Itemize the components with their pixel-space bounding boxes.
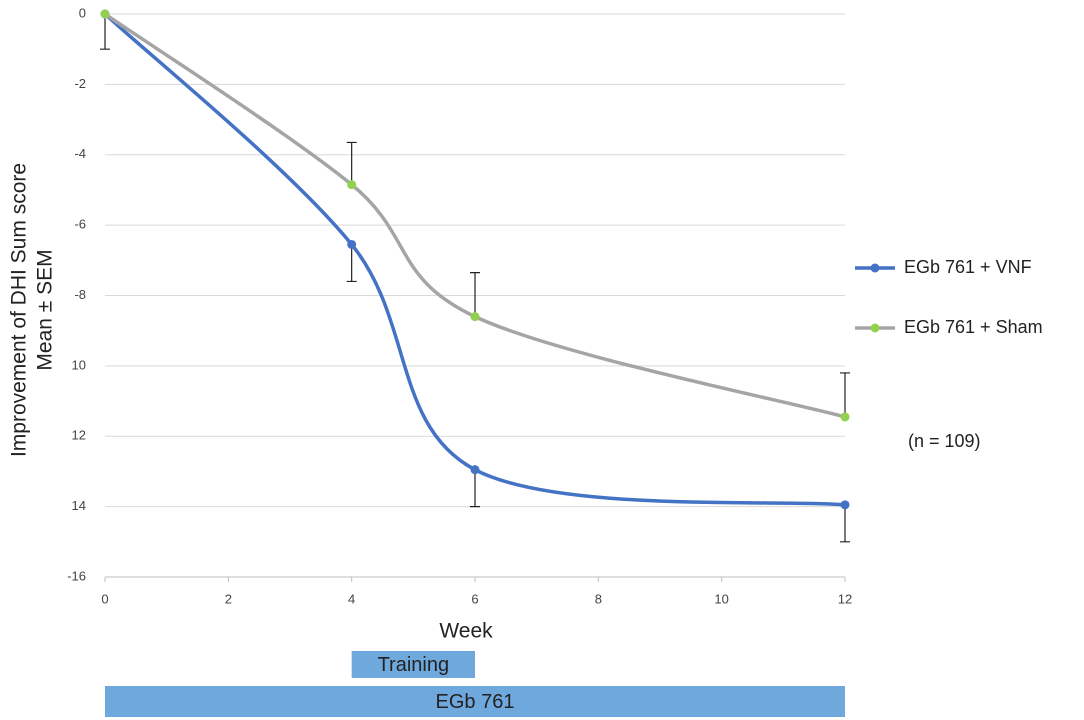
- marker: [470, 312, 480, 322]
- marker: [347, 180, 357, 190]
- x-tick-label: 6: [471, 591, 478, 606]
- x-axis-label: Week: [439, 620, 493, 643]
- x-tick-label: 10: [714, 591, 728, 606]
- marker: [840, 500, 850, 510]
- marker: [840, 412, 850, 422]
- y-tick-label: 10: [72, 357, 86, 372]
- phase-label: Training: [378, 654, 450, 676]
- y-tick-label: -2: [74, 76, 86, 91]
- marker: [470, 465, 480, 475]
- series-line: [104, 12, 846, 419]
- error-bar: [346, 244, 357, 283]
- y-axis-label: Mean ± SEM: [34, 249, 57, 370]
- x-tick-label: 8: [595, 591, 602, 606]
- annotation: (n = 109): [908, 431, 981, 451]
- y-tick-label: -6: [74, 217, 86, 232]
- series-line: [103, 12, 846, 507]
- phase-bar: [105, 686, 845, 717]
- error-bar: [470, 272, 480, 317]
- error-bar: [346, 141, 357, 185]
- error-bar: [470, 469, 480, 508]
- x-tick-label: 4: [348, 591, 355, 606]
- y-tick-label: -8: [74, 287, 86, 302]
- x-tick-label: 2: [225, 591, 232, 606]
- legend-label: EGb 761 + Sham: [904, 317, 1043, 337]
- marker: [347, 239, 357, 249]
- x-tick-label: 12: [838, 591, 852, 606]
- legend-marker: [870, 263, 880, 273]
- phase-bar: [351, 651, 475, 678]
- y-axis-label: Improvement of DHI Sum score: [8, 163, 31, 457]
- error-bar: [100, 14, 110, 50]
- error-bar: [840, 372, 850, 417]
- y-tick-label: 0: [79, 5, 86, 20]
- marker: [100, 9, 110, 19]
- legend-marker: [870, 323, 880, 333]
- y-tick-label: -4: [74, 146, 86, 161]
- y-tick-label: 12: [72, 428, 86, 443]
- x-tick-label: 0: [101, 591, 108, 606]
- legend-label: EGb 761 + VNF: [904, 257, 1032, 277]
- y-tick-label: 14: [72, 498, 86, 513]
- error-bar: [840, 504, 850, 543]
- phase-label: EGb 761: [436, 691, 515, 713]
- y-tick-label: -16: [67, 568, 86, 583]
